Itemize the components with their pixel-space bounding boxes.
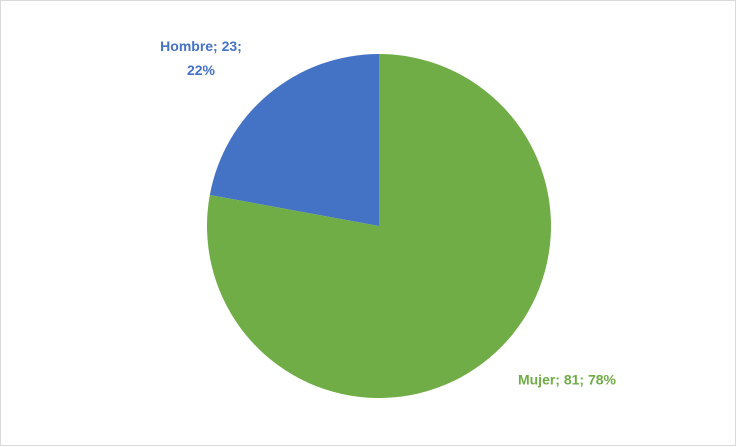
pie-slice bbox=[207, 54, 551, 398]
data-label: Mujer; 81; 78% bbox=[518, 372, 617, 388]
data-label-line: 22% bbox=[187, 62, 216, 78]
data-label: Hombre; 23; 22% bbox=[160, 38, 242, 78]
data-label-line: Hombre; 23; bbox=[160, 38, 242, 54]
pie-slice bbox=[209, 54, 379, 226]
